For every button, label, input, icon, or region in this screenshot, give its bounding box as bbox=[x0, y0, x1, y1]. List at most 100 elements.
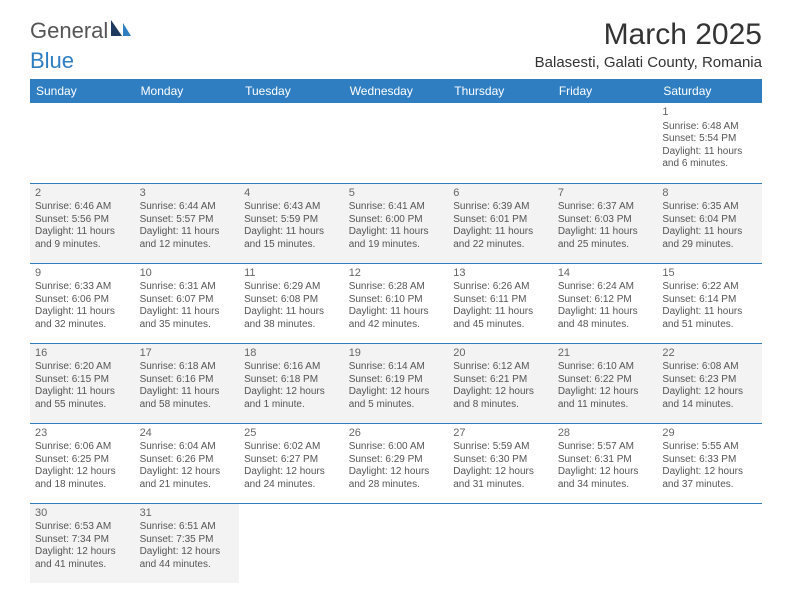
sunset-text: Sunset: 6:07 PM bbox=[140, 294, 235, 307]
day-number: 26 bbox=[349, 427, 444, 441]
day-number: 16 bbox=[35, 347, 130, 361]
day-number: 4 bbox=[244, 187, 339, 201]
calendar-cell: 24Sunrise: 6:04 AMSunset: 6:26 PMDayligh… bbox=[135, 423, 240, 503]
calendar-cell: 15Sunrise: 6:22 AMSunset: 6:14 PMDayligh… bbox=[657, 263, 762, 343]
logo-sail-icon bbox=[110, 19, 132, 37]
calendar-cell: 21Sunrise: 6:10 AMSunset: 6:22 PMDayligh… bbox=[553, 343, 658, 423]
sunrise-text: Sunrise: 6:33 AM bbox=[35, 281, 130, 294]
sunrise-text: Sunrise: 6:12 AM bbox=[453, 361, 548, 374]
calendar-cell: 29Sunrise: 5:55 AMSunset: 6:33 PMDayligh… bbox=[657, 423, 762, 503]
sunrise-text: Sunrise: 6:39 AM bbox=[453, 201, 548, 214]
daylight-text: Daylight: 12 hours and 1 minute. bbox=[244, 386, 339, 411]
month-title: March 2025 bbox=[535, 18, 762, 52]
sunrise-text: Sunrise: 6:28 AM bbox=[349, 281, 444, 294]
daylight-text: Daylight: 11 hours and 29 minutes. bbox=[662, 226, 757, 251]
day-number: 14 bbox=[558, 267, 653, 281]
sunrise-text: Sunrise: 6:14 AM bbox=[349, 361, 444, 374]
day-number: 2 bbox=[35, 187, 130, 201]
day-number: 25 bbox=[244, 427, 339, 441]
day-number: 13 bbox=[453, 267, 548, 281]
day-number: 3 bbox=[140, 187, 235, 201]
day-header: Sunday bbox=[30, 79, 135, 103]
sunset-text: Sunset: 6:27 PM bbox=[244, 454, 339, 467]
calendar-cell bbox=[30, 103, 135, 183]
daylight-text: Daylight: 11 hours and 19 minutes. bbox=[349, 226, 444, 251]
day-number: 1 bbox=[662, 106, 757, 120]
daylight-text: Daylight: 11 hours and 15 minutes. bbox=[244, 226, 339, 251]
day-number: 30 bbox=[35, 507, 130, 521]
daylight-text: Daylight: 11 hours and 12 minutes. bbox=[140, 226, 235, 251]
sunset-text: Sunset: 6:31 PM bbox=[558, 454, 653, 467]
day-number: 5 bbox=[349, 187, 444, 201]
location-subtitle: Balasesti, Galati County, Romania bbox=[535, 54, 762, 71]
daylight-text: Daylight: 11 hours and 51 minutes. bbox=[662, 306, 757, 331]
day-number: 19 bbox=[349, 347, 444, 361]
calendar-cell: 1Sunrise: 6:48 AMSunset: 5:54 PMDaylight… bbox=[657, 103, 762, 183]
sunset-text: Sunset: 6:10 PM bbox=[349, 294, 444, 307]
sunrise-text: Sunrise: 6:29 AM bbox=[244, 281, 339, 294]
day-number: 22 bbox=[662, 347, 757, 361]
calendar-body: 1Sunrise: 6:48 AMSunset: 5:54 PM Daylight… bbox=[30, 103, 762, 583]
day-number: 9 bbox=[35, 267, 130, 281]
daylight-text: Daylight: 12 hours and 18 minutes. bbox=[35, 466, 130, 491]
calendar-cell bbox=[344, 503, 449, 583]
calendar-cell: 11Sunrise: 6:29 AMSunset: 6:08 PMDayligh… bbox=[239, 263, 344, 343]
calendar-cell: 8Sunrise: 6:35 AMSunset: 6:04 PMDaylight… bbox=[657, 183, 762, 263]
sunrise-text: Sunrise: 6:26 AM bbox=[453, 281, 548, 294]
logo-text-1: General bbox=[30, 18, 108, 44]
daylight-text: Daylight: 12 hours and 24 minutes. bbox=[244, 466, 339, 491]
sunset-text: Sunset: 5:54 PM bbox=[662, 133, 757, 146]
day-number: 23 bbox=[35, 427, 130, 441]
day-number: 11 bbox=[244, 267, 339, 281]
sunset-text: Sunset: 6:23 PM bbox=[662, 374, 757, 387]
calendar-week-row: 1Sunrise: 6:48 AMSunset: 5:54 PMDaylight… bbox=[30, 103, 762, 183]
daylight-text: Daylight: 12 hours and 8 minutes. bbox=[453, 386, 548, 411]
daylight-text: Daylight: 12 hours and 28 minutes. bbox=[349, 466, 444, 491]
sunset-text: Sunset: 6:14 PM bbox=[662, 294, 757, 307]
sunrise-text: Sunrise: 6:48 AM bbox=[662, 121, 757, 134]
day-header: Wednesday bbox=[344, 79, 449, 103]
logo: General bbox=[30, 18, 132, 44]
header: General March 2025 Balasesti, Galati Cou… bbox=[30, 18, 762, 71]
daylight-text: Daylight: 11 hours and 35 minutes. bbox=[140, 306, 235, 331]
sunrise-text: Sunrise: 6:43 AM bbox=[244, 201, 339, 214]
sunrise-text: Sunrise: 6:24 AM bbox=[558, 281, 653, 294]
daylight-text: Daylight: 12 hours and 37 minutes. bbox=[662, 466, 757, 491]
title-block: March 2025 Balasesti, Galati County, Rom… bbox=[535, 18, 762, 71]
day-number: 8 bbox=[662, 187, 757, 201]
sunrise-text: Sunrise: 6:08 AM bbox=[662, 361, 757, 374]
calendar-cell: 26Sunrise: 6:00 AMSunset: 6:29 PMDayligh… bbox=[344, 423, 449, 503]
calendar-cell: 20Sunrise: 6:12 AMSunset: 6:21 PMDayligh… bbox=[448, 343, 553, 423]
calendar-week-row: 9Sunrise: 6:33 AMSunset: 6:06 PMDaylight… bbox=[30, 263, 762, 343]
calendar-cell bbox=[344, 103, 449, 183]
day-number: 15 bbox=[662, 267, 757, 281]
sunrise-text: Sunrise: 6:06 AM bbox=[35, 441, 130, 454]
calendar-cell: 28Sunrise: 5:57 AMSunset: 6:31 PMDayligh… bbox=[553, 423, 658, 503]
calendar-cell: 3Sunrise: 6:44 AMSunset: 5:57 PMDaylight… bbox=[135, 183, 240, 263]
daylight-text: Daylight: 11 hours and 22 minutes. bbox=[453, 226, 548, 251]
sunrise-text: Sunrise: 5:55 AM bbox=[662, 441, 757, 454]
sunset-text: Sunset: 5:56 PM bbox=[35, 214, 130, 227]
day-number: 21 bbox=[558, 347, 653, 361]
day-number: 29 bbox=[662, 427, 757, 441]
sunset-text: Sunset: 6:18 PM bbox=[244, 374, 339, 387]
day-header: Thursday bbox=[448, 79, 553, 103]
sunset-text: Sunset: 6:00 PM bbox=[349, 214, 444, 227]
sunrise-text: Sunrise: 6:18 AM bbox=[140, 361, 235, 374]
sunrise-text: Sunrise: 6:35 AM bbox=[662, 201, 757, 214]
day-number: 12 bbox=[349, 267, 444, 281]
daylight-text: Daylight: 11 hours and 45 minutes. bbox=[453, 306, 548, 331]
calendar-cell: 4Sunrise: 6:43 AMSunset: 5:59 PMDaylight… bbox=[239, 183, 344, 263]
calendar-cell: 16Sunrise: 6:20 AMSunset: 6:15 PMDayligh… bbox=[30, 343, 135, 423]
sunrise-text: Sunrise: 6:46 AM bbox=[35, 201, 130, 214]
calendar-cell: 22Sunrise: 6:08 AMSunset: 6:23 PMDayligh… bbox=[657, 343, 762, 423]
calendar-cell bbox=[657, 503, 762, 583]
daylight-text: Daylight: 11 hours and 48 minutes. bbox=[558, 306, 653, 331]
daylight-text: Daylight: 12 hours and 41 minutes. bbox=[35, 546, 130, 571]
calendar-cell: 18Sunrise: 6:16 AMSunset: 6:18 PMDayligh… bbox=[239, 343, 344, 423]
daylight-text: Daylight: 12 hours and 5 minutes. bbox=[349, 386, 444, 411]
sunset-text: Sunset: 5:57 PM bbox=[140, 214, 235, 227]
calendar-cell: 30Sunrise: 6:53 AMSunset: 7:34 PMDayligh… bbox=[30, 503, 135, 583]
sunset-text: Sunset: 6:22 PM bbox=[558, 374, 653, 387]
sunrise-text: Sunrise: 6:02 AM bbox=[244, 441, 339, 454]
